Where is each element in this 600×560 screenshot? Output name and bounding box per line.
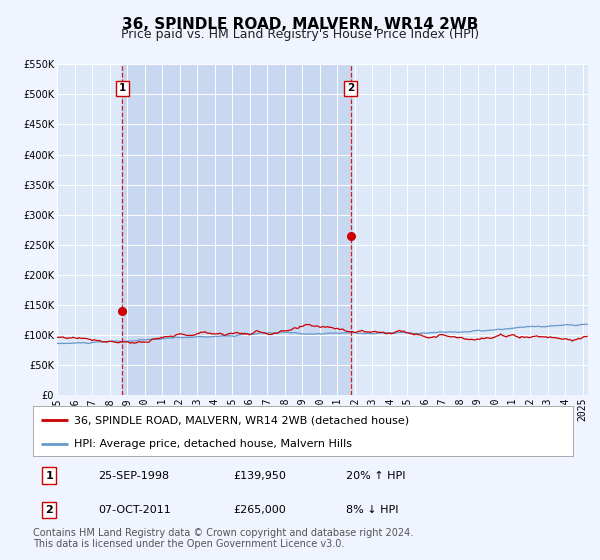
Text: 1: 1 bbox=[119, 83, 126, 94]
Text: 25-SEP-1998: 25-SEP-1998 bbox=[98, 470, 169, 480]
Text: Contains HM Land Registry data © Crown copyright and database right 2024.
This d: Contains HM Land Registry data © Crown c… bbox=[33, 528, 413, 549]
Text: 20% ↑ HPI: 20% ↑ HPI bbox=[346, 470, 406, 480]
Text: 2: 2 bbox=[347, 83, 355, 94]
Text: 36, SPINDLE ROAD, MALVERN, WR14 2WB: 36, SPINDLE ROAD, MALVERN, WR14 2WB bbox=[122, 17, 478, 32]
Text: 2: 2 bbox=[46, 505, 53, 515]
Text: £265,000: £265,000 bbox=[233, 505, 286, 515]
Text: 36, SPINDLE ROAD, MALVERN, WR14 2WB (detached house): 36, SPINDLE ROAD, MALVERN, WR14 2WB (det… bbox=[74, 415, 409, 425]
Text: 1: 1 bbox=[46, 470, 53, 480]
Text: 8% ↓ HPI: 8% ↓ HPI bbox=[346, 505, 398, 515]
Bar bbox=[122, 64, 351, 395]
Text: Price paid vs. HM Land Registry's House Price Index (HPI): Price paid vs. HM Land Registry's House … bbox=[121, 28, 479, 41]
Text: 07-OCT-2011: 07-OCT-2011 bbox=[98, 505, 170, 515]
Text: £139,950: £139,950 bbox=[233, 470, 286, 480]
Text: HPI: Average price, detached house, Malvern Hills: HPI: Average price, detached house, Malv… bbox=[74, 439, 352, 449]
